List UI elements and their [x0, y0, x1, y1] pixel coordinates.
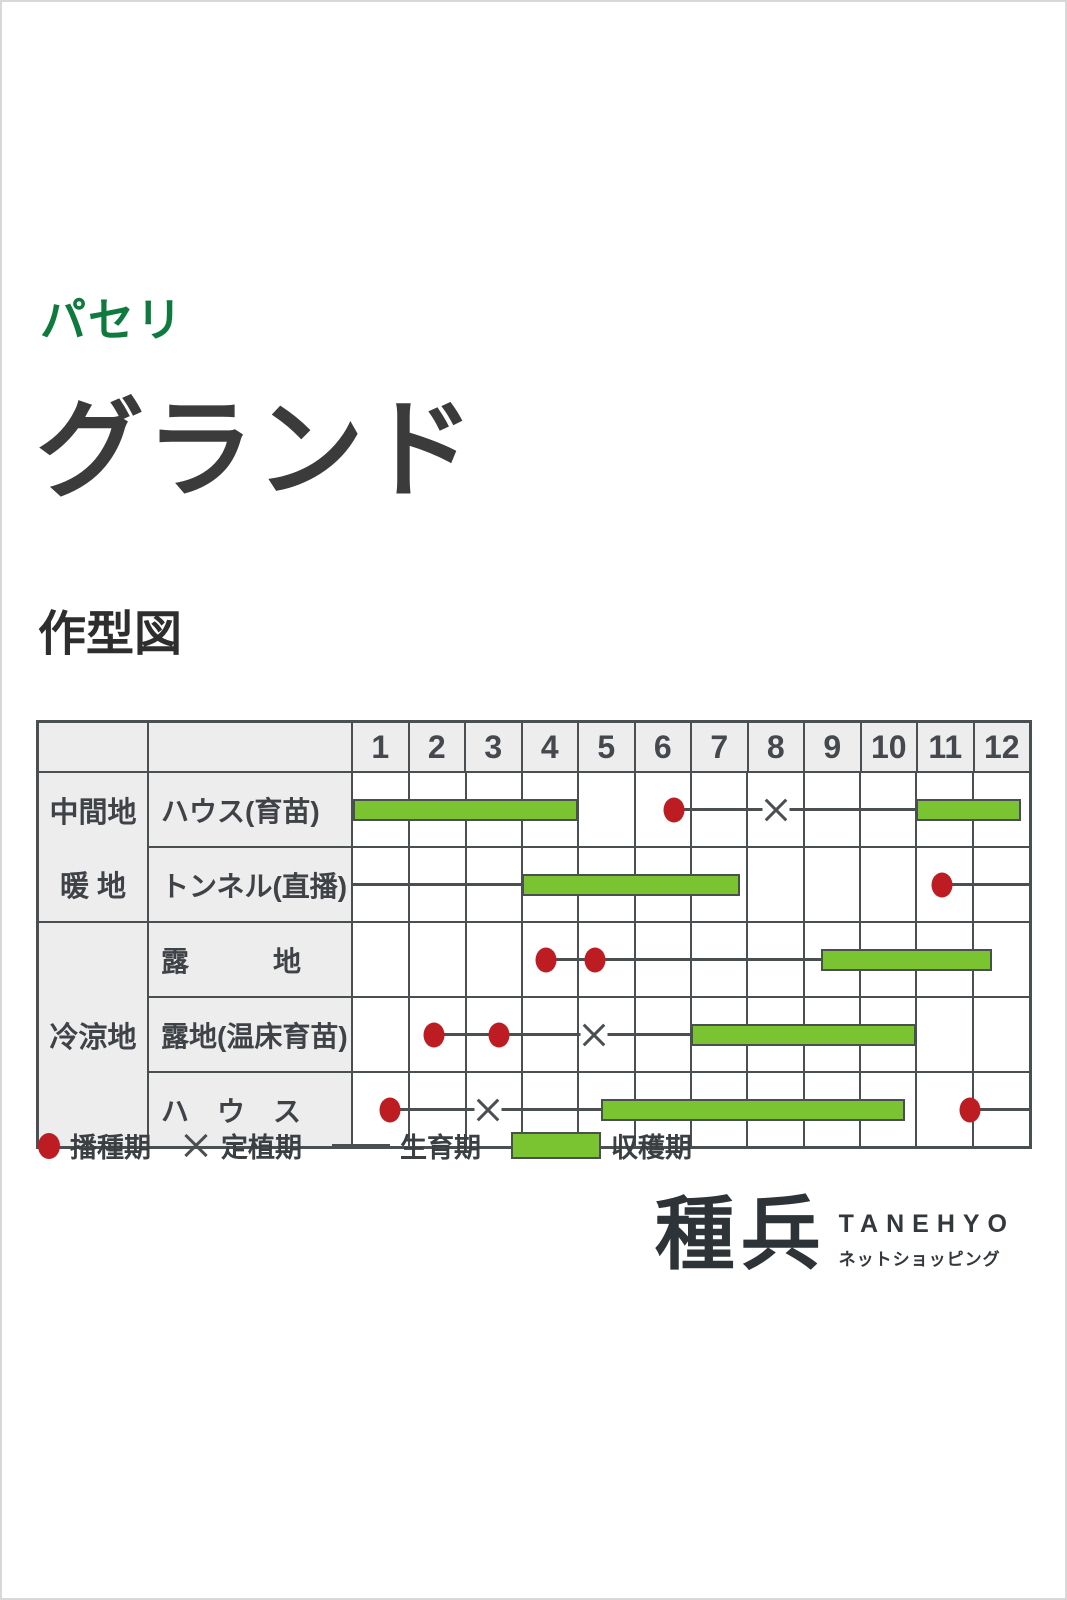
mark-bar [916, 798, 1021, 821]
month-gridline [915, 998, 918, 1071]
calendar-row: 露地(温床育苗) [149, 998, 1029, 1073]
brand-logo-kanji: 種兵 [654, 1192, 827, 1280]
row-label: 露地(温床育苗) [149, 998, 353, 1071]
month-header-cell: 10 [862, 723, 918, 771]
row-label: 露 地 [149, 923, 353, 996]
legend-label: 収穫期 [611, 1133, 692, 1163]
month-gridline [859, 848, 861, 921]
mark-line [674, 807, 917, 811]
month-gridline [464, 923, 467, 996]
month-header-cells: 1 2 3 4 5 6 7 8 9 10 11 12 [353, 723, 1029, 771]
brand-logo-text-block: TANEHYO ネットショッピング [839, 1210, 1015, 1270]
mark-dot [488, 1022, 510, 1047]
brand-logo-roman: TANEHYO [838, 1210, 1015, 1238]
region-label: 冷涼地 [49, 1021, 137, 1054]
region-cell: 中間地暖 地 [39, 773, 149, 921]
chart-legend: 播種期 定植期 生育期 収穫期 [38, 1126, 722, 1165]
month-gridline [971, 998, 974, 1071]
month-header-cell: 5 [579, 723, 636, 771]
legend-item-growth: 生育期 [332, 1126, 481, 1165]
mark-line [546, 957, 821, 961]
region-group: 中間地暖 地ハウス(育苗) トンネル(直播) [39, 773, 1029, 923]
mark-bar [600, 1098, 906, 1121]
mark-line [433, 1032, 691, 1036]
mark-line [941, 882, 1029, 886]
month-gridline [521, 923, 523, 996]
row-month-grid [353, 773, 1029, 846]
mark-cross [762, 796, 789, 823]
brand-logo: 種兵 TANEHYO ネットショッピング [654, 1192, 1015, 1280]
row-label: トンネル(直播) [149, 848, 353, 921]
region-cell: 冷涼地 [39, 923, 149, 1146]
month-header-cell: 11 [918, 723, 975, 771]
month-gridline [408, 998, 411, 1071]
month-header-cell: 6 [636, 723, 692, 771]
mark-dot [931, 872, 953, 897]
legend-item-harvest: 収穫期 [511, 1126, 692, 1165]
mark-dot [959, 1097, 981, 1122]
month-header-cell: 7 [692, 723, 749, 771]
calendar-body: 中間地暖 地ハウス(育苗) トンネル(直播) 冷涼地露 地露地(温床育苗) ハ ウ ス [39, 773, 1029, 1146]
calendar-row: 露 地 [149, 923, 1029, 998]
row-month-grid [353, 923, 1029, 996]
region-rows: ハウス(育苗) トンネル(直播) [149, 773, 1029, 921]
legend-label: 生育期 [400, 1133, 481, 1163]
sowing-dot-icon [38, 1132, 60, 1159]
region-group: 冷涼地露 地露地(温床育苗) ハ ウ ス [39, 923, 1029, 1146]
product-title: グランド [36, 389, 477, 510]
calendar-row: ハウス(育苗) [149, 773, 1029, 848]
mark-line [353, 882, 522, 886]
calendar-row: トンネル(直播) [149, 848, 1029, 921]
harvest-bar-icon [511, 1132, 601, 1159]
month-header-cell: 8 [749, 723, 805, 771]
calendar-header-row: 1 2 3 4 5 6 7 8 9 10 11 12 [39, 723, 1029, 773]
mark-dot [584, 947, 606, 972]
month-gridline [408, 923, 411, 996]
month-gridline [802, 848, 805, 921]
region-rows: 露 地露地(温床育苗) ハ ウ ス [149, 923, 1029, 1146]
mark-dot [379, 1097, 401, 1122]
month-header-cell: 4 [523, 723, 579, 771]
mark-bar [691, 1023, 917, 1046]
month-gridline [915, 1073, 918, 1146]
mark-dot [423, 1022, 445, 1047]
mark-bar [353, 798, 579, 821]
month-header-cell: 12 [983, 728, 1020, 765]
month-gridline [746, 848, 749, 921]
row-month-grid [353, 1073, 1029, 1146]
header-region-cell [39, 723, 149, 771]
mark-dot [535, 947, 557, 972]
region-label: 暖 地 [59, 871, 127, 903]
legend-label: 定植期 [221, 1133, 302, 1163]
transplant-cross-icon [181, 1131, 211, 1161]
mark-cross [474, 1096, 502, 1123]
row-label: ハウス(育苗) [149, 773, 353, 846]
month-header-cell: 9 [805, 723, 862, 771]
row-month-grid [353, 998, 1029, 1071]
section-title: 作型図 [38, 608, 183, 661]
mark-bar [522, 873, 740, 896]
legend-label: 播種期 [70, 1133, 151, 1163]
mark-dot [663, 797, 685, 822]
month-gridline [577, 773, 580, 846]
month-header-cell: 3 [466, 723, 523, 771]
growth-line-icon [332, 1143, 390, 1148]
legend-item-sowing: 播種期 [38, 1126, 151, 1165]
month-header-cell: 2 [410, 723, 466, 771]
month-gridline [915, 848, 918, 921]
product-category: パセリ [40, 294, 184, 346]
row-month-grid [353, 848, 1029, 921]
legend-item-transplant: 定植期 [181, 1126, 302, 1165]
mark-line [969, 1107, 1029, 1111]
region-label: 中間地 [49, 797, 137, 829]
month-header-cell: 1 [353, 723, 410, 771]
mark-bar [820, 948, 993, 971]
cropping-calendar-table: 1 2 3 4 5 6 7 8 9 10 11 12 中間地暖 地ハウス(育苗) トンネル(直播) 冷涼地… [36, 720, 1032, 1149]
mark-cross [580, 1021, 608, 1048]
month-gridline [633, 773, 636, 846]
brand-logo-subtitle: ネットショッピング [838, 1250, 1001, 1269]
header-method-cell [149, 723, 353, 771]
